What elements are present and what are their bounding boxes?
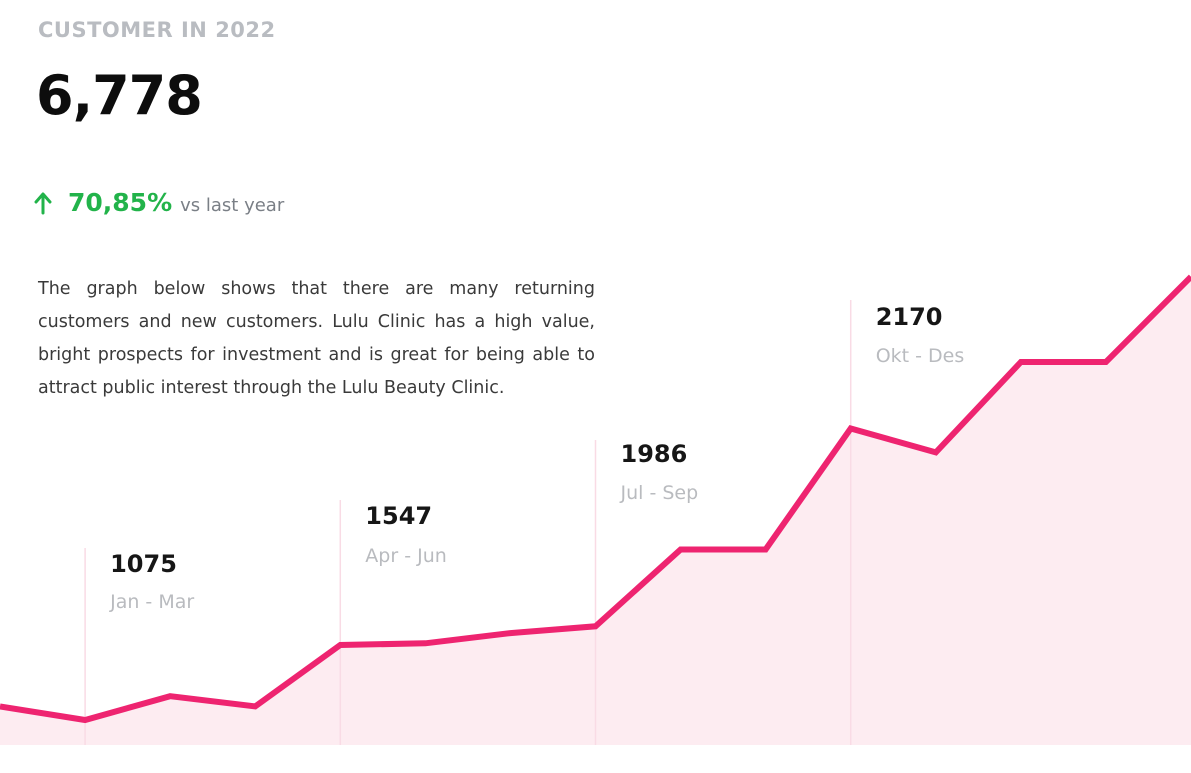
quarter-value: 1075 xyxy=(110,550,177,578)
quarter-value: 1986 xyxy=(621,440,688,468)
quarter-label: Jan - Mar xyxy=(109,591,194,613)
arrow-up-icon xyxy=(34,192,52,214)
quarter-value: 1547 xyxy=(365,502,432,530)
quarter-value: 2170 xyxy=(876,303,943,331)
quarter-label: Apr - Jun xyxy=(365,545,447,567)
quarter-label: Okt - Des xyxy=(876,345,965,367)
chart-description: The graph below shows that there are man… xyxy=(38,279,595,398)
quarter-label: Jul - Sep xyxy=(620,482,699,504)
growth-percentage: 70,85% xyxy=(68,188,173,217)
total-customers-value: 6,778 xyxy=(36,64,203,127)
chart-kicker-title: CUSTOMER IN 2022 xyxy=(38,18,276,42)
growth-comparison-label: vs last year xyxy=(180,195,285,216)
growth-indicator: 70,85% vs last year xyxy=(34,188,284,217)
